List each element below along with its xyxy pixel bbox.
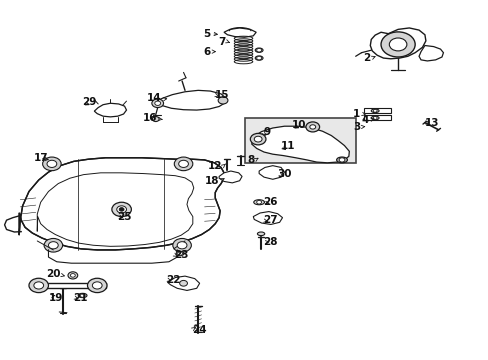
Circle shape bbox=[256, 56, 261, 60]
Text: 21: 21 bbox=[73, 293, 87, 303]
Text: 6: 6 bbox=[203, 46, 210, 57]
Polygon shape bbox=[219, 171, 242, 183]
Circle shape bbox=[112, 202, 131, 217]
Circle shape bbox=[172, 238, 191, 252]
Bar bbox=[245, 118, 355, 163]
Text: 30: 30 bbox=[277, 169, 291, 179]
Circle shape bbox=[34, 282, 43, 289]
Circle shape bbox=[177, 252, 182, 255]
Polygon shape bbox=[259, 166, 284, 179]
Text: 20: 20 bbox=[45, 269, 60, 279]
Circle shape bbox=[254, 136, 262, 142]
Circle shape bbox=[177, 242, 186, 249]
Text: 8: 8 bbox=[246, 155, 254, 165]
Ellipse shape bbox=[78, 293, 87, 298]
Text: 24: 24 bbox=[191, 325, 206, 335]
Circle shape bbox=[68, 272, 78, 279]
Circle shape bbox=[119, 208, 124, 211]
Polygon shape bbox=[369, 28, 425, 59]
Polygon shape bbox=[363, 116, 390, 121]
Text: 29: 29 bbox=[82, 97, 97, 107]
Circle shape bbox=[47, 160, 57, 167]
Polygon shape bbox=[253, 212, 282, 225]
Text: 13: 13 bbox=[424, 118, 439, 128]
Text: 17: 17 bbox=[34, 153, 48, 163]
Text: 26: 26 bbox=[263, 197, 277, 207]
Polygon shape bbox=[94, 103, 126, 117]
Text: 22: 22 bbox=[166, 275, 181, 285]
Circle shape bbox=[256, 201, 261, 204]
Text: 9: 9 bbox=[263, 127, 269, 137]
Ellipse shape bbox=[255, 48, 263, 52]
Circle shape bbox=[309, 125, 315, 129]
Circle shape bbox=[117, 206, 126, 213]
Circle shape bbox=[174, 157, 192, 171]
Polygon shape bbox=[251, 126, 348, 163]
Text: 5: 5 bbox=[203, 29, 210, 39]
Circle shape bbox=[372, 117, 376, 120]
Circle shape bbox=[29, 278, 48, 293]
Text: 25: 25 bbox=[117, 212, 131, 221]
Circle shape bbox=[152, 99, 163, 108]
Text: 19: 19 bbox=[48, 293, 63, 303]
Circle shape bbox=[87, 278, 107, 293]
Circle shape bbox=[256, 48, 261, 52]
Circle shape bbox=[152, 117, 159, 122]
Text: 18: 18 bbox=[204, 176, 219, 186]
Ellipse shape bbox=[336, 157, 346, 163]
Ellipse shape bbox=[257, 232, 264, 235]
Polygon shape bbox=[19, 158, 224, 250]
Text: 7: 7 bbox=[218, 37, 225, 46]
Circle shape bbox=[372, 109, 376, 112]
Text: 3: 3 bbox=[352, 122, 360, 132]
Circle shape bbox=[178, 160, 188, 167]
Circle shape bbox=[155, 101, 160, 105]
Text: 2: 2 bbox=[362, 53, 369, 63]
Text: 16: 16 bbox=[143, 113, 158, 123]
Polygon shape bbox=[30, 283, 105, 288]
Polygon shape bbox=[167, 276, 199, 291]
Text: 11: 11 bbox=[280, 141, 294, 151]
Circle shape bbox=[380, 32, 414, 57]
Ellipse shape bbox=[255, 56, 263, 60]
Circle shape bbox=[338, 158, 344, 162]
Text: 15: 15 bbox=[215, 90, 229, 100]
Text: 28: 28 bbox=[263, 237, 277, 247]
Text: 12: 12 bbox=[207, 161, 222, 171]
Circle shape bbox=[70, 274, 75, 277]
Text: 23: 23 bbox=[173, 249, 188, 260]
Circle shape bbox=[42, 157, 61, 171]
Polygon shape bbox=[224, 28, 256, 37]
Ellipse shape bbox=[176, 251, 183, 256]
Text: 1: 1 bbox=[352, 109, 360, 119]
Circle shape bbox=[250, 134, 265, 145]
Circle shape bbox=[92, 282, 102, 289]
Circle shape bbox=[305, 122, 319, 132]
Circle shape bbox=[218, 97, 227, 104]
Polygon shape bbox=[418, 45, 443, 61]
Text: 4: 4 bbox=[361, 115, 368, 125]
Text: 27: 27 bbox=[263, 215, 277, 225]
Text: 14: 14 bbox=[147, 93, 161, 103]
Ellipse shape bbox=[253, 200, 264, 205]
Ellipse shape bbox=[370, 116, 378, 120]
Circle shape bbox=[80, 294, 85, 297]
Circle shape bbox=[44, 238, 62, 252]
Circle shape bbox=[179, 280, 187, 286]
Polygon shape bbox=[154, 90, 225, 110]
Text: 10: 10 bbox=[292, 120, 306, 130]
Polygon shape bbox=[363, 108, 390, 113]
Circle shape bbox=[388, 38, 406, 51]
Circle shape bbox=[48, 242, 58, 249]
Ellipse shape bbox=[370, 109, 378, 113]
